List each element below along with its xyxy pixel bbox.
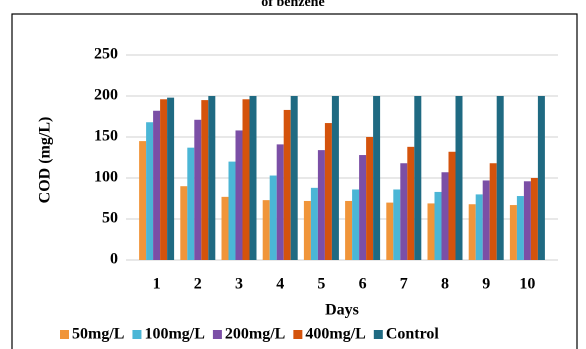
bar [290,96,298,260]
bar [455,96,463,260]
bar [400,163,408,260]
bar [187,147,195,260]
legend-label: 400mg/L [305,326,365,343]
bar [139,141,147,260]
y-tick-label: 150 [94,128,118,145]
bar [509,205,517,260]
bar [228,161,236,260]
bar [235,130,243,260]
bar [359,155,367,260]
bar [208,96,216,260]
x-tick-label: 2 [194,276,202,293]
bar [482,180,490,260]
bar [468,204,476,260]
y-axis-label: COD (mg/L) [37,117,54,204]
bar [496,96,504,260]
legend-swatch [293,330,303,339]
bar [530,178,538,260]
bar [283,109,291,260]
bar [366,137,374,260]
bar [345,200,353,260]
bar [276,144,284,260]
bar [331,96,339,260]
chart-title: of benzene [261,0,324,10]
legend-label: 100mg/L [144,326,204,343]
bar [303,200,311,260]
x-tick-label: 7 [400,276,408,293]
x-tick-label: 4 [276,276,284,293]
x-tick-label: 1 [153,276,161,293]
x-tick-label: 8 [441,276,449,293]
legend-swatch [132,330,142,339]
bar [434,191,442,260]
y-tick-label: 200 [94,87,118,104]
y-tick-label: 100 [94,169,118,186]
bar [373,96,381,260]
legend-swatch [212,330,222,339]
bar [407,146,415,260]
frame [11,13,578,349]
bar [242,99,250,260]
legend-label: 50mg/L [72,326,124,343]
bar [194,119,202,260]
bar [310,187,318,260]
y-tick-label: 50 [102,210,118,227]
bar [414,96,422,260]
bar [427,203,435,260]
bar [167,97,175,260]
y-tick-label: 250 [94,46,118,63]
bar [393,189,401,260]
bar [448,151,456,260]
bar [180,186,188,260]
x-axis-label: Days [325,302,359,319]
bar [523,181,531,260]
bar [317,150,325,260]
bar [262,200,270,260]
x-tick-label: 3 [235,276,243,293]
bar [489,163,497,260]
bar [201,100,209,260]
bar [160,99,168,260]
legend-swatch [60,330,69,339]
bar [153,110,161,260]
bar [475,194,483,260]
x-tick-label: 6 [359,276,367,293]
bar [441,172,449,260]
bar [249,96,257,260]
legend-swatch [373,330,383,339]
bar [324,123,332,260]
bar [386,202,394,260]
x-tick-label: 10 [519,276,535,293]
bar [269,175,277,260]
y-tick-label: 0 [110,251,118,268]
x-tick-label: 9 [482,276,490,293]
bar [537,96,545,260]
legend-label: Control [386,326,440,343]
bar [221,196,229,260]
bar [352,189,360,260]
x-tick-label: 5 [317,276,325,293]
legend-label: 200mg/L [225,326,285,343]
bar [146,122,154,261]
bar [516,196,524,260]
